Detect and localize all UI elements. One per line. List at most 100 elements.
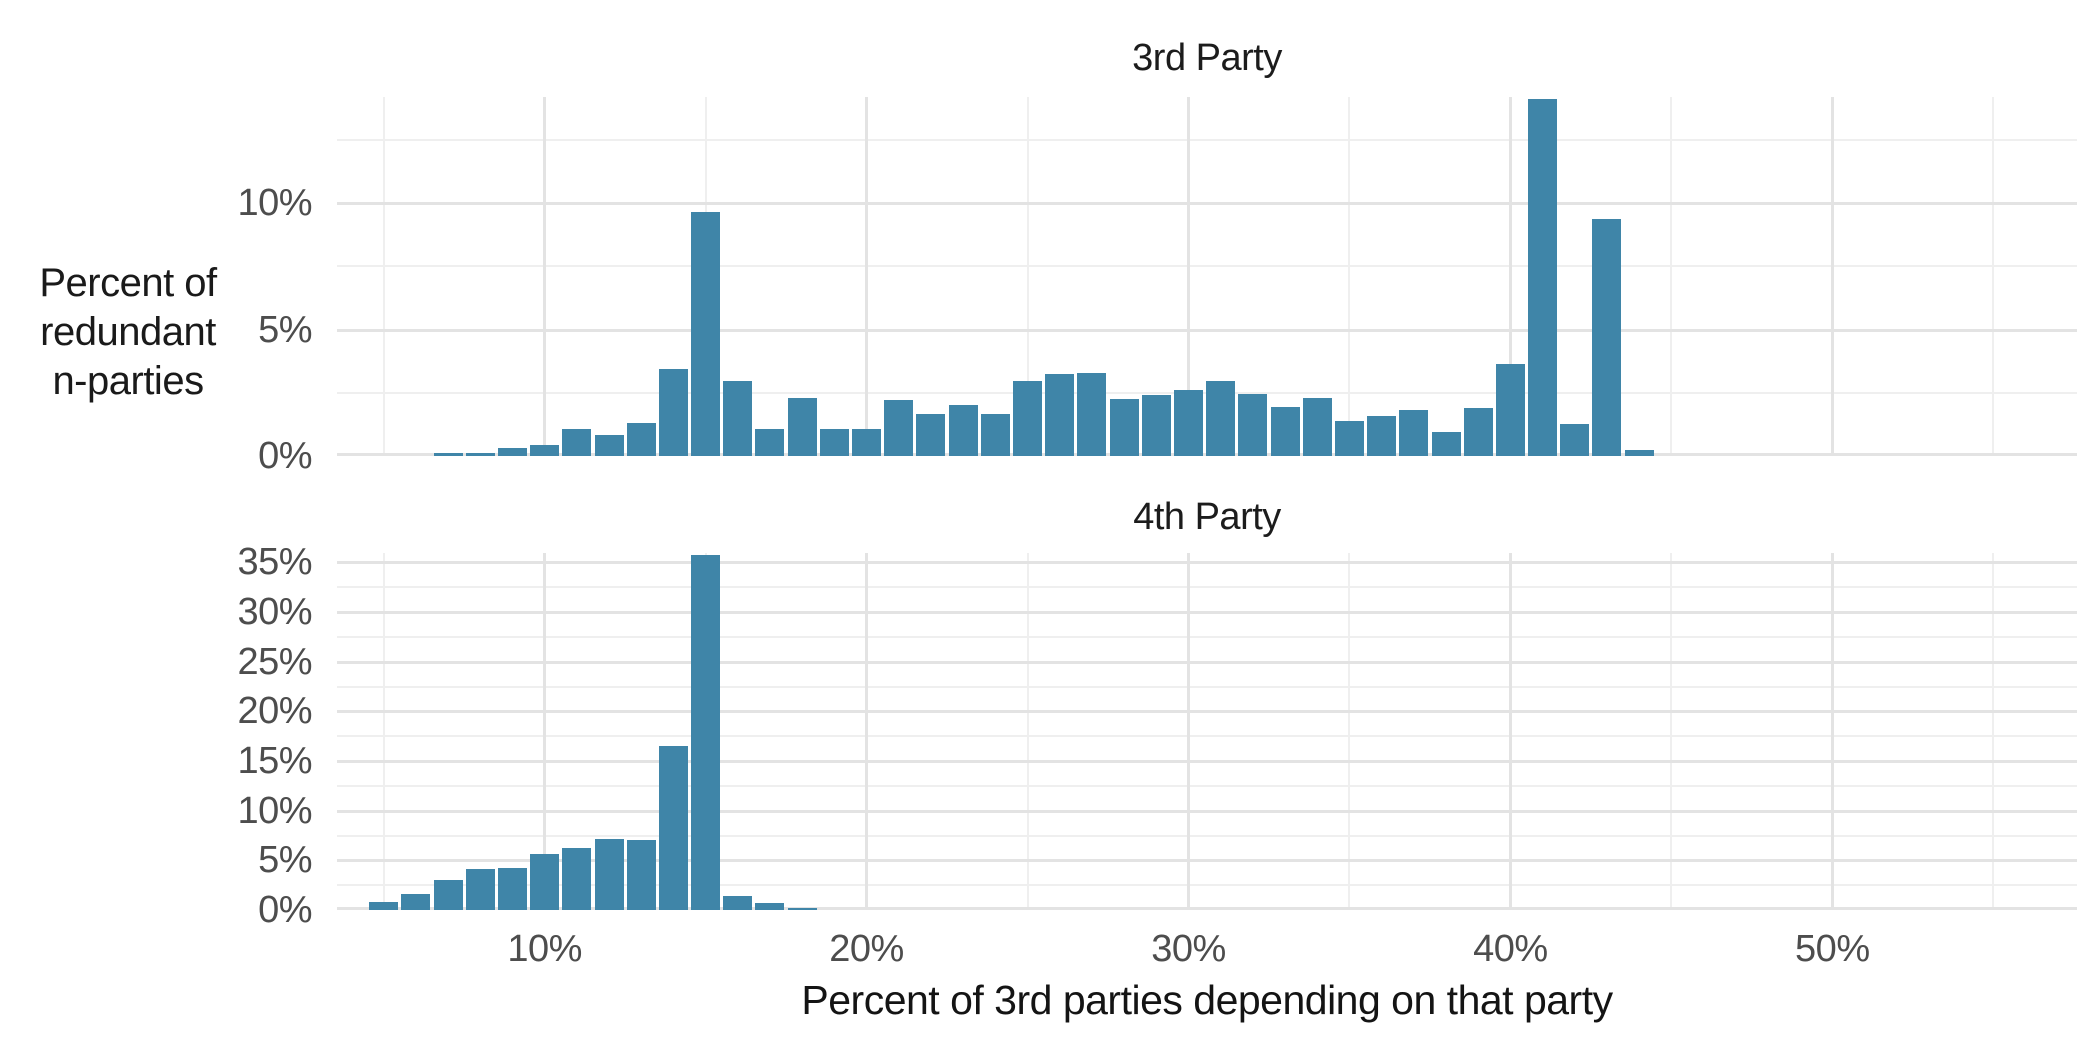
histogram-bar <box>497 448 527 456</box>
histogram-bar <box>369 901 399 910</box>
histogram-bar <box>594 838 624 910</box>
x-major-gridline <box>543 97 547 456</box>
x-major-gridline <box>1508 553 1512 910</box>
x-minor-gridline <box>1992 553 1995 910</box>
x-major-gridline <box>1830 97 1834 456</box>
y-major-gridline <box>337 202 2077 205</box>
histogram-bar <box>787 908 817 910</box>
histogram-bar <box>755 429 785 456</box>
histogram-bar <box>401 894 431 910</box>
x-minor-gridline <box>1992 97 1995 456</box>
histogram-bar <box>530 854 560 910</box>
histogram-bar <box>1206 381 1236 456</box>
y-major-gridline <box>337 760 2077 764</box>
y-major-gridline <box>337 611 2077 615</box>
x-tick-label: 30% <box>1151 928 1226 970</box>
histogram-bar <box>1238 394 1268 456</box>
y-tick-label: 25% <box>237 640 312 683</box>
y-tick-label: 10% <box>237 789 312 832</box>
x-minor-gridline <box>382 97 385 456</box>
y-minor-gridline <box>337 784 2077 787</box>
histogram-bar <box>691 555 721 910</box>
histogram-bar <box>1592 219 1622 456</box>
y-minor-gridline <box>337 138 2077 141</box>
x-tick-label: 40% <box>1473 928 1548 970</box>
x-major-gridline <box>865 97 869 456</box>
histogram-bar <box>1624 449 1654 456</box>
x-axis-title: Percent of 3rd parties depending on that… <box>801 977 1613 1023</box>
histogram-bar <box>916 414 946 456</box>
histogram-bar <box>562 848 592 910</box>
y-minor-gridline <box>337 265 2077 268</box>
y-tick-label: 10% <box>237 182 312 224</box>
histogram-bar <box>1013 381 1043 456</box>
histogram-bar <box>1077 372 1107 456</box>
histogram-bar <box>1431 431 1461 456</box>
y-minor-gridline <box>337 884 2077 887</box>
facet-title-4th-party: 4th Party <box>1133 496 1281 538</box>
histogram-bar <box>433 880 463 910</box>
y-major-gridline <box>337 660 2077 664</box>
histogram-bar <box>948 405 978 456</box>
x-minor-gridline <box>1670 553 1673 910</box>
x-minor-gridline <box>1348 97 1351 456</box>
x-minor-gridline <box>1026 553 1029 910</box>
y-tick-label: 15% <box>237 740 312 783</box>
y-major-gridline <box>337 710 2077 714</box>
y-tick-label: 30% <box>237 591 312 634</box>
histogram-bar <box>1270 406 1300 456</box>
x-major-gridline <box>865 553 869 910</box>
y-tick-label: 5% <box>258 308 312 351</box>
y-tick-label: 0% <box>258 889 312 931</box>
y-major-gridline <box>337 907 2077 910</box>
histogram-bar <box>723 896 753 910</box>
histogram-bar <box>723 381 753 456</box>
histogram-bar <box>884 400 914 456</box>
histogram-bar <box>594 434 624 456</box>
x-major-gridline <box>1186 553 1190 910</box>
y-tick-label: 0% <box>258 435 312 477</box>
histogram-bar <box>530 444 560 456</box>
y-major-gridline <box>337 328 2077 332</box>
histogram-bar <box>465 453 495 456</box>
facet-title-3rd-party: 3rd Party <box>1132 37 1282 79</box>
y-minor-gridline <box>337 635 2077 638</box>
histogram-bar <box>787 397 817 456</box>
histogram-bar <box>691 211 721 456</box>
y-major-gridline <box>337 809 2077 813</box>
x-minor-gridline <box>382 553 385 910</box>
histogram-bar <box>1045 373 1075 456</box>
histogram-bar <box>1302 397 1332 456</box>
y-minor-gridline <box>337 586 2077 589</box>
x-major-gridline <box>1830 553 1834 910</box>
x-major-gridline <box>1186 97 1190 456</box>
histogram-bar <box>1463 407 1493 456</box>
y-major-gridline <box>337 859 2077 863</box>
histogram-bar <box>433 453 463 456</box>
histogram-bar <box>626 423 656 456</box>
x-tick-label: 20% <box>829 928 904 970</box>
x-minor-gridline <box>1348 553 1351 910</box>
y-tick-label: 20% <box>237 690 312 733</box>
histogram-bar <box>1528 99 1558 456</box>
histogram-bar <box>562 429 592 456</box>
histogram-bar <box>1141 395 1171 456</box>
x-major-gridline <box>1508 97 1512 456</box>
x-tick-label: 10% <box>507 928 582 970</box>
panel-3rd-party <box>337 97 2077 456</box>
y-tick-label: 5% <box>258 839 312 882</box>
histogram-bar <box>852 429 882 456</box>
histogram-bar <box>465 869 495 910</box>
x-minor-gridline <box>1670 97 1673 456</box>
histogram-bar <box>658 745 688 910</box>
histogram-bar <box>626 839 656 910</box>
histogram-bar <box>1334 420 1364 456</box>
histogram-bar <box>980 414 1010 456</box>
panel-4th-party <box>337 553 2077 910</box>
y-axis-title: Percent of redundant n-parties <box>39 261 217 403</box>
y-tick-label: 35% <box>237 541 312 584</box>
histogram-bar <box>1173 390 1203 456</box>
x-tick-label: 50% <box>1795 928 1870 970</box>
y-minor-gridline <box>337 685 2077 688</box>
